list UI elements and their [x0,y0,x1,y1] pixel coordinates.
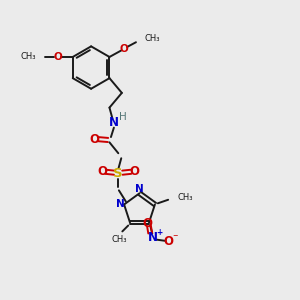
Text: O: O [130,165,140,178]
Text: O: O [142,217,152,230]
Text: S: S [113,167,123,180]
Text: CH₃: CH₃ [178,193,193,202]
Text: CH₃: CH₃ [21,52,36,62]
Text: O: O [120,44,129,54]
Text: CH₃: CH₃ [111,235,127,244]
Text: O: O [53,52,62,62]
Text: O: O [164,235,174,248]
Text: N: N [109,116,119,129]
Text: N: N [135,184,144,194]
Text: ⁻: ⁻ [172,233,178,243]
Text: H: H [119,112,127,122]
Text: O: O [89,133,99,146]
Text: O: O [97,165,107,178]
Text: N: N [116,200,124,209]
Text: CH₃: CH₃ [145,34,160,43]
Text: N: N [148,231,158,244]
Text: +: + [156,228,162,237]
